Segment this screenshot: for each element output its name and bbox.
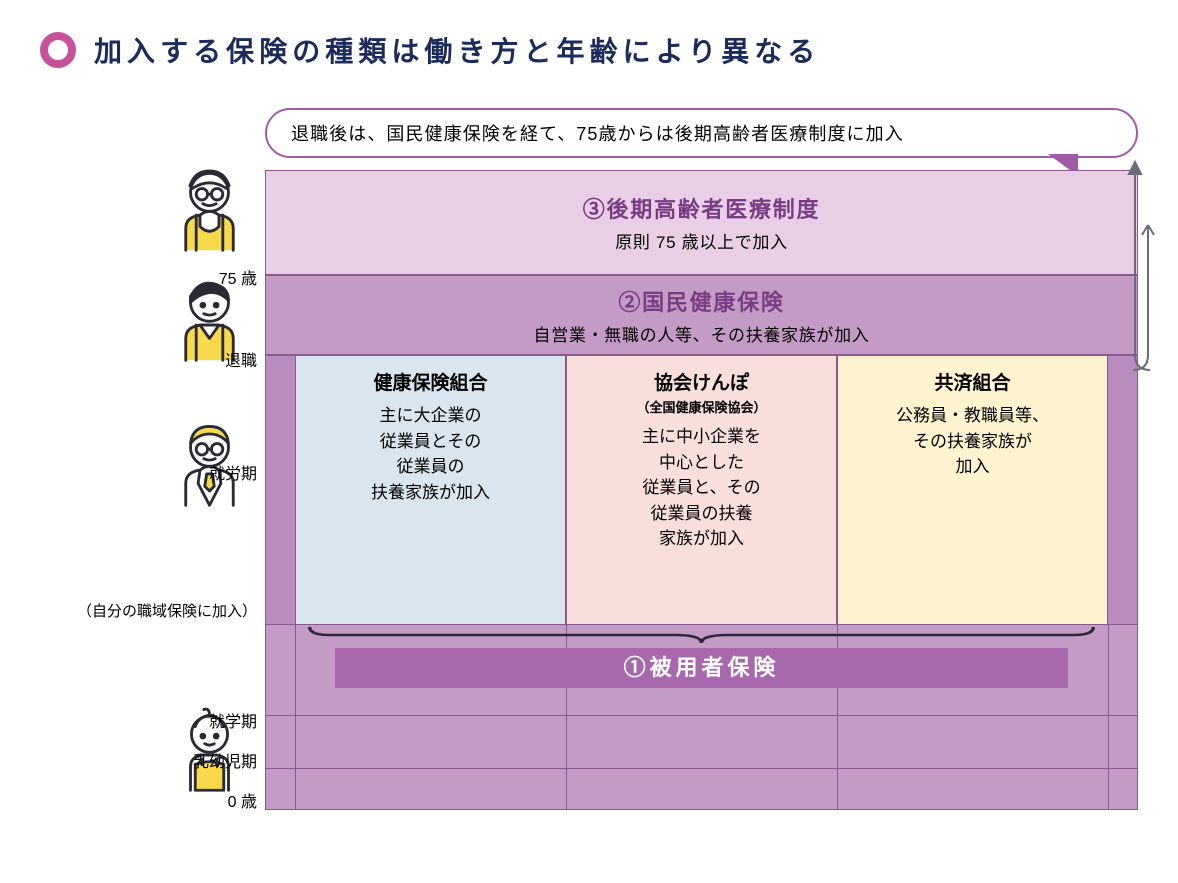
band-kokuho-title: ②国民健康保険: [266, 285, 1137, 317]
page-header: 加入する保険の種類は働き方と年齢により異なる: [40, 30, 1138, 70]
callout-bubble: 退職後は、国民健康保険を経て、75歳からは後期高齢者医療制度に加入: [265, 108, 1138, 158]
band-kokuho-sub: 自営業・無職の人等、その扶養家族が加入: [266, 321, 1137, 346]
card-title: 健康保険組合: [373, 368, 487, 395]
avatar-elderly-icon: [162, 160, 257, 255]
group-label-bar: ①被用者保険: [335, 648, 1068, 688]
bottom-divider: [265, 768, 1138, 769]
bottom-divider: [265, 715, 1138, 716]
card-title: 共済組合: [934, 368, 1010, 395]
left-axis-column: 75 歳 退職: [40, 170, 265, 810]
employee-row: 健康保険組合 主に大企業の従業員とその従業員の扶養家族が加入 協会けんぽ （全国…: [265, 355, 1138, 625]
employee-row-pad-left: [265, 355, 295, 625]
page-title: 加入する保険の種類は働き方と年齢により異なる: [94, 30, 820, 70]
card-kyokai-kenpo: 協会けんぽ （全国健康保険協会） 主に中小企業を中心とした従業員と、その従業員の…: [566, 355, 837, 625]
bullet-icon: [40, 32, 76, 68]
card-desc: 主に中小企業を中心とした従業員と、その従業員の扶養家族が加入: [642, 424, 761, 552]
card-subtitle: （全国健康保険協会）: [636, 397, 766, 416]
callout-text: 退職後は、国民健康保険を経て、75歳からは後期高齢者医療制度に加入: [291, 124, 904, 144]
axis-label-own-insurance: （自分の職域保険に加入）: [77, 600, 257, 621]
card-desc: 公務員・教職員等、その扶養家族が加入: [896, 403, 1049, 480]
axis-label-work: 就労期: [209, 460, 257, 484]
callout-container: 退職後は、国民健康保険を経て、75歳からは後期高齢者医療制度に加入: [265, 108, 1138, 158]
axis-label-school: 就学期: [209, 708, 257, 732]
employee-row-pad-right: [1108, 355, 1138, 625]
stage-row-elderly: [40, 160, 257, 255]
col-divider-ext: [1108, 625, 1109, 810]
band-kouki-title: ③後期高齢者医療制度: [266, 192, 1137, 224]
card-kyosai: 共済組合 公務員・教職員等、その扶養家族が加入: [837, 355, 1108, 625]
card-title: 協会けんぽ: [654, 368, 749, 395]
card-kenpo-kumiai: 健康保険組合 主に大企業の従業員とその従業員の扶養家族が加入: [295, 355, 566, 625]
chart-column: ③後期高齢者医療制度 原則 75 歳以上で加入 ②国民健康保険 自営業・無職の人…: [265, 170, 1138, 810]
axis-label-retire: 退職: [225, 347, 257, 371]
band-kouki-sub: 原則 75 歳以上で加入: [266, 228, 1137, 253]
band-kouki: ③後期高齢者医療制度 原則 75 歳以上で加入: [265, 170, 1138, 275]
axis-label-infant: 乳幼児期: [193, 748, 257, 772]
band-kokuho: ②国民健康保険 自営業・無職の人等、その扶養家族が加入: [265, 275, 1138, 355]
axis-label-age0: 0 歳: [228, 788, 257, 812]
card-desc: 主に大企業の従業員とその従業員の扶養家族が加入: [371, 403, 490, 505]
col-divider-ext: [295, 625, 296, 810]
flow-arrow-icon: [1123, 160, 1173, 390]
diagram-area: 75 歳 退職: [40, 170, 1138, 810]
